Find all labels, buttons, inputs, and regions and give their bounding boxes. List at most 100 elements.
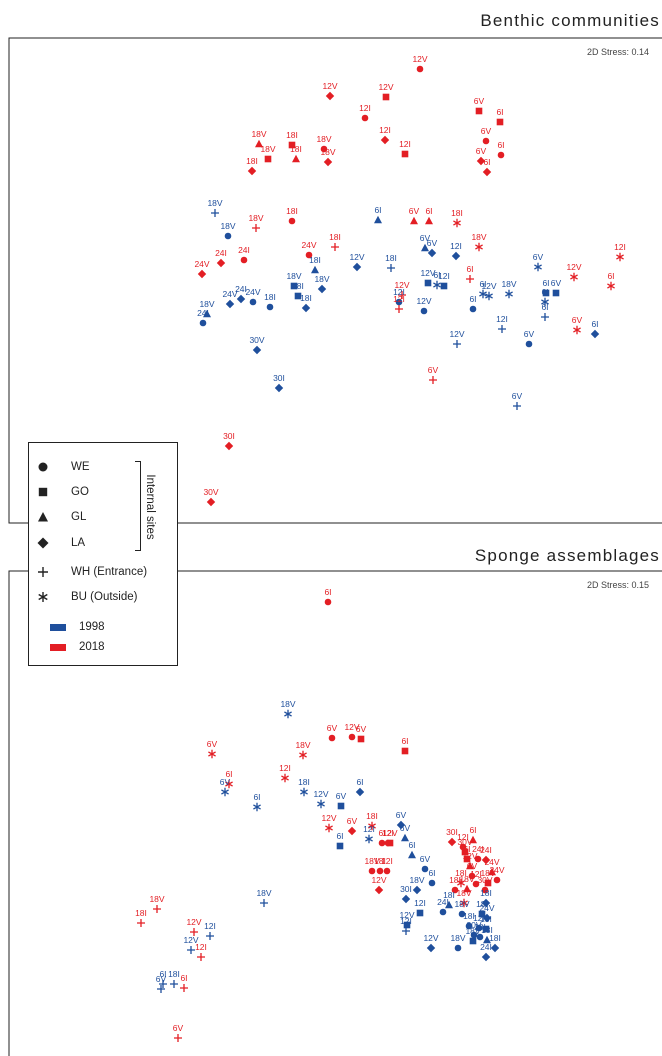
point-label: 12I [438, 271, 450, 281]
point-label: 24I [235, 284, 247, 294]
triangle-marker [463, 884, 471, 893]
point-label: 6V [347, 816, 358, 826]
square-marker [416, 909, 424, 917]
square-icon [29, 486, 57, 498]
point-label: 18V [251, 129, 266, 139]
triangle-marker [292, 154, 300, 163]
circle-marker [240, 256, 248, 264]
asterisk-icon [29, 591, 57, 603]
legend-item-1998: 1998 [29, 618, 105, 636]
asterisk-marker [485, 291, 493, 301]
triangle-marker [445, 900, 453, 909]
plus-marker [513, 402, 521, 410]
asterisk-marker [299, 750, 307, 760]
point-label: 18V [260, 144, 275, 154]
asterisk-marker [433, 280, 441, 290]
point-label: 24V [245, 287, 260, 297]
point-label: 18V [471, 232, 486, 242]
point-label: 12I [399, 139, 411, 149]
asterisk-marker [453, 218, 461, 228]
circle-marker [459, 843, 467, 851]
point-label: 18I [480, 888, 492, 898]
circle-marker [199, 319, 207, 327]
point-label: 24I [238, 245, 250, 255]
asterisk-marker [505, 289, 513, 299]
point-label: 12I [382, 828, 394, 838]
point-label: 18V [456, 888, 471, 898]
diamond-marker [426, 943, 436, 953]
point-label: 12V [566, 262, 581, 272]
plus-marker [197, 953, 205, 961]
asterisk-marker [479, 289, 487, 299]
point-label: 6V [524, 329, 535, 339]
point-label: 6V [420, 854, 431, 864]
point-label: 6I [497, 140, 504, 150]
plus-marker [174, 1034, 182, 1042]
point-label: 6I [496, 107, 503, 117]
circle-marker [497, 151, 505, 159]
point-label: 12I [400, 916, 412, 926]
diamond-marker [590, 329, 600, 339]
point-label: 18I [290, 144, 302, 154]
point-label: 6I [542, 278, 549, 288]
point-label: 6V [156, 974, 167, 984]
diamond-marker [224, 441, 234, 451]
asterisk-marker [365, 834, 373, 844]
diamond-marker [401, 894, 411, 904]
circle-marker [482, 137, 490, 145]
circle-marker [476, 933, 484, 941]
asterisk-marker [541, 297, 549, 307]
square-marker [336, 842, 344, 850]
point-label: 12V [371, 875, 386, 885]
point-label: 12I [614, 242, 626, 252]
point-label: 12V [481, 281, 496, 291]
point-label: 12V [382, 828, 397, 838]
square-marker [475, 107, 483, 115]
legend-item-bu: BU (Outside) [29, 588, 137, 606]
point-label: 30V [477, 875, 492, 885]
point-label: 6I [356, 777, 363, 787]
asterisk-marker [475, 242, 483, 252]
square-marker [337, 802, 345, 810]
point-label: 24I [215, 248, 227, 258]
point-label: 30V [203, 487, 218, 497]
point-label: 18I [449, 875, 461, 885]
point-label: 12V [449, 329, 464, 339]
triangle-marker [203, 309, 211, 318]
legend-label: GL [71, 511, 87, 523]
diamond-marker [481, 952, 491, 962]
plus-marker [260, 899, 268, 907]
benthic-panel-frame [8, 37, 662, 524]
sponge-panel: Sponge assemblages 2D Stress: 0.15 6I 18V… [8, 546, 662, 1056]
point-label: 12V [186, 917, 201, 927]
benthic-stress-annotation: 2D Stress: 0.14 [587, 47, 649, 57]
circle-marker [328, 734, 336, 742]
diamond-marker [317, 284, 327, 294]
point-label: 6V [512, 391, 523, 401]
diamond-marker [396, 820, 406, 830]
plus-marker [402, 927, 410, 935]
diamond-marker [412, 885, 422, 895]
diamond-marker [427, 248, 437, 258]
circle-marker [439, 908, 447, 916]
diamond-marker [236, 294, 246, 304]
point-label: 18V [286, 271, 301, 281]
diamond-marker [323, 157, 333, 167]
point-label: 6V [207, 739, 218, 749]
point-label: 6I [541, 287, 548, 297]
point-label: 18V [220, 221, 235, 231]
point-label: 12I [381, 856, 393, 866]
year-1998-swatch [50, 623, 66, 631]
triangle-marker [401, 833, 409, 842]
point-label: 24V [479, 903, 494, 913]
circle-marker [458, 910, 466, 918]
legend-label: LA [71, 537, 86, 549]
diamond-marker [451, 251, 461, 261]
point-label: 6I [425, 206, 432, 216]
asterisk-marker [616, 252, 624, 262]
point-label: 12V [378, 82, 393, 92]
point-label: 24I [480, 845, 492, 855]
circle-marker [361, 114, 369, 122]
diamond-marker [481, 855, 491, 865]
plus-marker [170, 980, 178, 988]
